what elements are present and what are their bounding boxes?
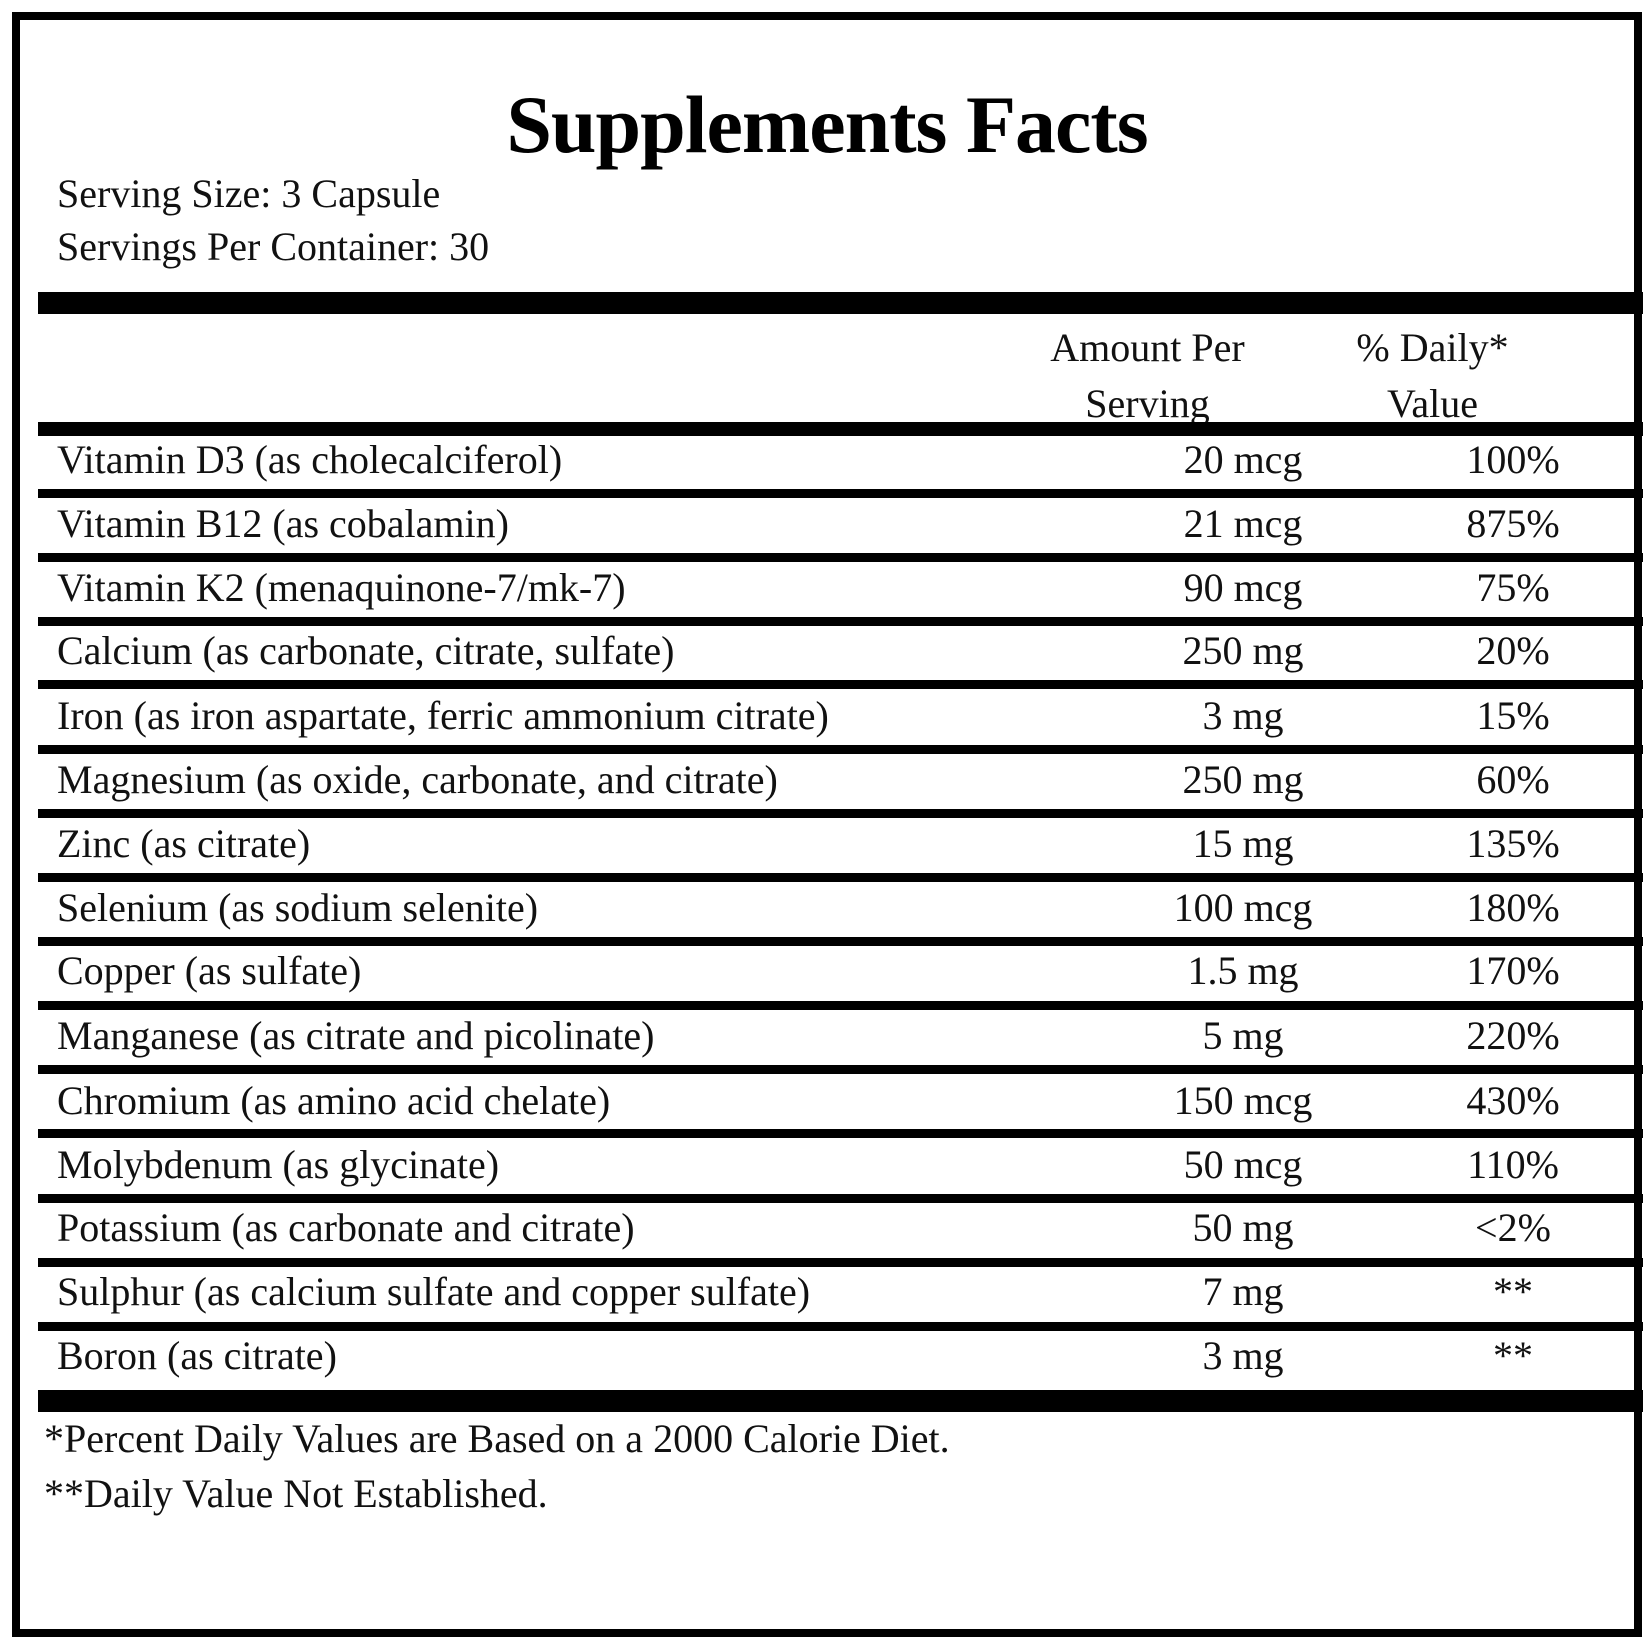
amount-per-serving-header: Amount Per Serving — [1050, 325, 1245, 426]
nutrient-name: Copper (as sulfate) — [57, 948, 362, 993]
nutrient-amount: 3 mg — [1202, 1333, 1284, 1378]
row-divider — [38, 1065, 1643, 1074]
nutrient-name: Molybdenum (as glycinate) — [57, 1142, 500, 1187]
table-row: Vitamin B12 (as cobalamin) 21 mcg 875% — [38, 494, 1643, 554]
nutrient-daily-value: 220% — [1466, 1013, 1560, 1058]
nutrient-name: Boron (as citrate) — [57, 1333, 337, 1378]
nutrient-name: Sulphur (as calcium sulfate and copper s… — [57, 1269, 811, 1314]
nutrient-amount: 1.5 mg — [1187, 948, 1299, 993]
table-row: Vitamin D3 (as cholecalciferol) 20 mcg 100… — [38, 430, 1643, 490]
nutrient-daily-value: ** — [1493, 1333, 1533, 1378]
row-divider — [38, 1129, 1643, 1138]
nutrient-amount: 15 mg — [1192, 821, 1294, 866]
supplement-facts-panel: Supplements Facts Serving Size: 3 Capsul… — [12, 12, 1643, 1637]
nutrient-amount: 20 mcg — [1183, 437, 1303, 482]
nutrient-name: Magnesium (as oxide, carbonate, and citr… — [57, 757, 778, 802]
table-row: Copper (as sulfate) 1.5 mg 170% — [38, 941, 1643, 1001]
nutrient-daily-value: 180% — [1466, 885, 1560, 930]
footnote-daily-value-basis: *Percent Daily Values are Based on a 200… — [44, 1416, 950, 1461]
daily-value-header: % Daily* Value — [1356, 325, 1509, 426]
row-divider — [38, 1194, 1643, 1203]
nutrient-name: Vitamin B12 (as cobalamin) — [57, 501, 509, 546]
table-row: Vitamin K2 (menaquinone-7/mk-7) 90 mcg 75% — [38, 558, 1643, 618]
row-divider — [38, 553, 1643, 562]
row-divider — [38, 489, 1643, 498]
nutrient-name: Vitamin K2 (menaquinone-7/mk-7) — [57, 565, 626, 610]
nutrient-daily-value: 110% — [1467, 1142, 1559, 1187]
nutrient-amount: 250 mg — [1182, 628, 1304, 673]
nutrient-daily-value: 75% — [1476, 565, 1550, 610]
row-divider — [38, 1322, 1643, 1331]
nutrient-daily-value: 100% — [1466, 437, 1560, 482]
nutrient-amount: 7 mg — [1202, 1269, 1284, 1314]
nutrient-amount: 100 mcg — [1173, 885, 1313, 930]
serving-size: Serving Size: 3 Capsule — [57, 171, 441, 216]
nutrient-amount: 5 mg — [1202, 1013, 1284, 1058]
table-row: Potassium (as carbonate and citrate) 50 m… — [38, 1198, 1643, 1258]
thick-divider-bottom — [38, 1390, 1643, 1412]
table-row: Magnesium (as oxide, carbonate, and citr… — [38, 750, 1643, 810]
row-divider — [38, 1001, 1643, 1010]
nutrient-amount: 3 mg — [1202, 693, 1284, 738]
table-row: Iron (as iron aspartate, ferric ammonium… — [38, 686, 1643, 746]
nutrient-amount: 21 mcg — [1183, 501, 1303, 546]
nutrient-daily-value: 875% — [1466, 501, 1560, 546]
nutrient-name: Selenium (as sodium selenite) — [57, 885, 539, 930]
row-divider — [38, 873, 1643, 882]
nutrient-daily-value: ** — [1493, 1269, 1533, 1314]
servings-per-container: Servings Per Container: 30 — [57, 224, 490, 269]
nutrient-amount: 150 mcg — [1173, 1078, 1313, 1123]
row-divider — [38, 617, 1643, 626]
nutrient-name: Zinc (as citrate) — [57, 821, 311, 866]
nutrient-name: Vitamin D3 (as cholecalciferol) — [57, 437, 563, 482]
nutrient-daily-value: <2% — [1475, 1205, 1551, 1250]
nutrient-daily-value: 15% — [1476, 693, 1550, 738]
nutrient-name: Manganese (as citrate and picolinate) — [57, 1013, 655, 1058]
row-divider — [38, 680, 1643, 689]
panel-title: Supplements Facts — [506, 79, 1148, 170]
table-row: Molybdenum (as glycinate) 50 mcg 110% — [38, 1135, 1643, 1195]
footnote-not-established: **Daily Value Not Established. — [44, 1471, 548, 1516]
row-divider — [38, 809, 1643, 818]
nutrient-daily-value: 430% — [1466, 1078, 1560, 1123]
table-row: Calcium (as carbonate, citrate, sulfate)… — [38, 621, 1643, 681]
header-divider — [38, 422, 1643, 436]
row-divider — [38, 937, 1643, 946]
table-row: Manganese (as citrate and picolinate) 5 m… — [38, 1006, 1643, 1066]
nutrient-name: Iron (as iron aspartate, ferric ammonium… — [57, 693, 829, 738]
nutrient-daily-value: 135% — [1466, 821, 1560, 866]
nutrient-daily-value: 170% — [1466, 948, 1560, 993]
nutrient-amount: 50 mg — [1192, 1205, 1294, 1250]
nutrient-daily-value: 20% — [1476, 628, 1550, 673]
table-row: Chromium (as amino acid chelate) 150 mcg 4… — [38, 1071, 1643, 1131]
nutrient-amount: 90 mcg — [1183, 565, 1303, 610]
table-row: Sulphur (as calcium sulfate and copper s… — [38, 1262, 1643, 1322]
thick-divider-top — [38, 292, 1643, 314]
row-divider — [38, 1258, 1643, 1267]
row-divider — [38, 745, 1643, 754]
nutrient-name: Potassium (as carbonate and citrate) — [57, 1205, 635, 1250]
table-row: Zinc (as citrate) 15 mg 135% — [38, 814, 1643, 874]
nutrient-name: Chromium (as amino acid chelate) — [57, 1078, 611, 1123]
nutrient-amount: 250 mg — [1182, 757, 1304, 802]
nutrient-amount: 50 mcg — [1183, 1142, 1303, 1187]
table-row: Selenium (as sodium selenite) 100 mcg 180% — [38, 878, 1643, 938]
nutrient-daily-value: 60% — [1476, 757, 1550, 802]
nutrient-name: Calcium (as carbonate, citrate, sulfate) — [57, 628, 675, 673]
table-row: Boron (as citrate) 3 mg ** — [38, 1326, 1643, 1386]
